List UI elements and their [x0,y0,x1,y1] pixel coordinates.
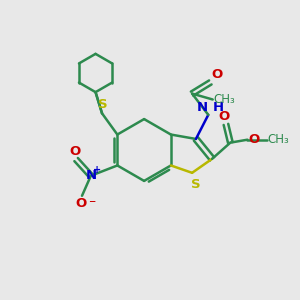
Text: O: O [212,68,223,81]
Text: +: + [93,166,101,176]
Text: S: S [191,178,200,191]
Text: N: N [86,169,97,182]
Text: ⁻: ⁻ [88,197,96,211]
Text: O: O [249,133,260,146]
Text: S: S [98,98,107,111]
Text: CH₃: CH₃ [268,133,289,146]
Text: O: O [75,197,86,210]
Text: H: H [212,100,224,114]
Text: CH₃: CH₃ [214,93,236,106]
Text: N: N [196,100,208,114]
Text: O: O [69,145,81,158]
Text: O: O [219,110,230,123]
